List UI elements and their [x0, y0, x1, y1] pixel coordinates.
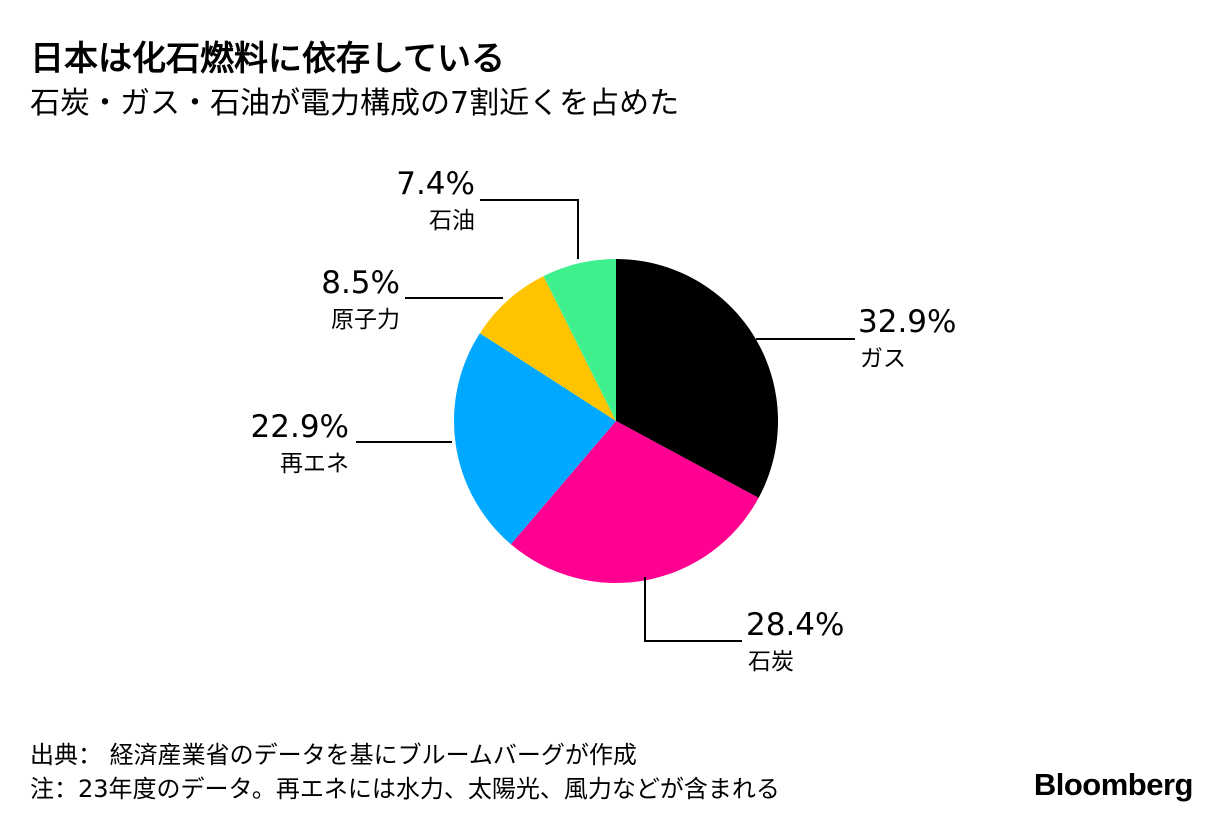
category-label-renewables: 再エネ [280, 451, 349, 477]
leader-lines [356, 199, 855, 642]
bloomberg-logo: Bloomberg [1033, 767, 1194, 802]
leader-line-oil [480, 199, 579, 259]
category-label-nuclear: 原子力 [331, 307, 400, 333]
value-label-oil: 7.4% [396, 166, 475, 202]
category-label-oil: 石油 [429, 208, 475, 234]
value-label-gas: 32.9% [858, 304, 956, 340]
pie-slices [453, 259, 779, 584]
value-label-nuclear: 8.5% [321, 265, 400, 301]
footnote: 注：23年度のデータ。再エネには水力、太陽光、風力などが含まれる [30, 775, 780, 803]
category-label-coal: 石炭 [748, 649, 794, 675]
leader-line-coal [644, 577, 742, 642]
source-note: 出典： 経済産業省のデータを基にブルームバーグが作成 [30, 741, 637, 769]
value-label-coal: 28.4% [746, 607, 844, 643]
pie-slice-nuclear [479, 276, 616, 421]
slice-labels: 32.9% ガス 28.4% 石炭 22.9% 再エネ 8.5% 原子力 7.4% 石油 [251, 166, 957, 675]
pie-slice-gas [616, 259, 779, 498]
chart-title: 日本は化石燃料に依存している [30, 39, 505, 79]
pie-slice-oil [543, 259, 616, 421]
category-label-gas: ガス [860, 346, 906, 372]
footer: 出典： 経済産業省のデータを基にブルームバーグが作成 注：23年度のデータ。再エ… [30, 738, 780, 806]
pie-slice-coal [510, 421, 759, 584]
pie-slice-renewables [453, 333, 616, 545]
value-label-renewables: 22.9% [251, 409, 349, 445]
chart-subtitle: 石炭・ガス・石油が電力構成の7割近くを占めた [30, 86, 680, 121]
